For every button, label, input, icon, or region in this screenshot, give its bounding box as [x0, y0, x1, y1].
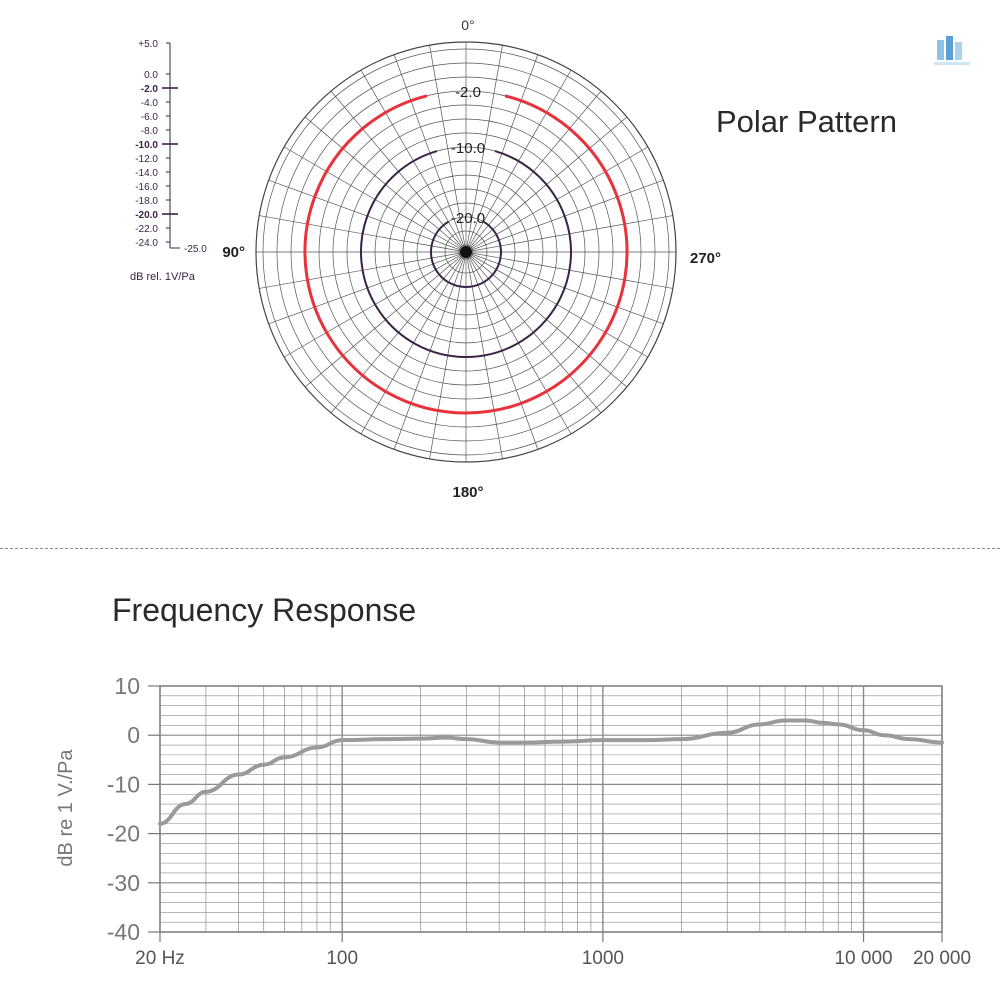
polar-rings: -2.0 -10.0 -20.0 — [303, 84, 629, 415]
x-tick-label: 20 Hz — [135, 948, 185, 969]
scale-label: -22.0 — [135, 224, 158, 235]
polar-ring-label: -10.0 — [451, 140, 485, 157]
scale-label: -25.0 — [184, 244, 207, 255]
scale-label: +5.0 — [138, 39, 158, 50]
scale-label: -20.0 — [135, 210, 158, 221]
scale-label: -10.0 — [135, 140, 158, 151]
scale-label: -4.0 — [141, 98, 159, 109]
y-tick-label: 10 — [114, 673, 140, 699]
polar-spoke — [429, 45, 467, 253]
polar-scale: +5.0 0.0 -2.0 -4.0 -6.0 -8.0 -10.0 -12.0 -14.0 -1… — [135, 39, 207, 255]
x-tick-label: 1000 — [582, 948, 624, 969]
y-tick-label: -40 — [107, 919, 140, 945]
y-tick-label: 0 — [127, 722, 140, 748]
frequency-grid — [159, 685, 943, 933]
y-tick-label: -20 — [107, 821, 140, 847]
scale-label: -16.0 — [135, 182, 158, 193]
angle-label-0: 0° — [461, 17, 474, 33]
polar-ring-label: -2.0 — [455, 84, 481, 101]
scale-label: -8.0 — [141, 126, 159, 137]
x-tick-label: 20 000 — [913, 948, 971, 969]
polar-grid — [255, 41, 677, 463]
angle-label-270: 270° — [690, 250, 721, 267]
polar-ring--20.0 — [430, 220, 502, 288]
scale-label: -18.0 — [135, 196, 158, 207]
y-tick-label: -30 — [107, 870, 140, 896]
polar-center-dot — [460, 246, 472, 258]
scale-label: -6.0 — [141, 112, 159, 123]
scale-label: -2.0 — [141, 84, 159, 95]
x-tick-label: 10 000 — [834, 948, 892, 969]
polar-pattern-title: Polar Pattern — [716, 104, 897, 139]
scale-label: -14.0 — [135, 168, 158, 179]
frequency-response-curve — [158, 718, 944, 826]
y-axis-label: dB re 1 V./Pa — [55, 749, 77, 867]
frequency-response-title: Frequency Response — [112, 592, 417, 628]
scale-unit-label: dB rel. 1V/Pa — [130, 271, 196, 283]
polar-pattern-chart: -2.0 -10.0 -20.0 +5.0 0.0 -2.0 -4.0 -6.0 -8.0 -1… — [130, 17, 721, 501]
polar-ring-label: -20.0 — [451, 210, 485, 227]
logo-icon — [934, 36, 970, 65]
section-divider — [0, 548, 1000, 549]
polar-spoke — [465, 45, 503, 253]
x-tick-label: 100 — [326, 948, 358, 969]
polar-ring--2.0 — [303, 94, 629, 415]
scale-label: -12.0 — [135, 154, 158, 165]
angle-label-180: 180° — [452, 484, 483, 501]
scale-label: -24.0 — [135, 238, 158, 249]
polar-ring--10.0 — [360, 150, 572, 358]
scale-label: 0.0 — [144, 70, 158, 81]
y-tick-label: -10 — [107, 771, 140, 797]
angle-label-90: 90° — [222, 244, 245, 261]
